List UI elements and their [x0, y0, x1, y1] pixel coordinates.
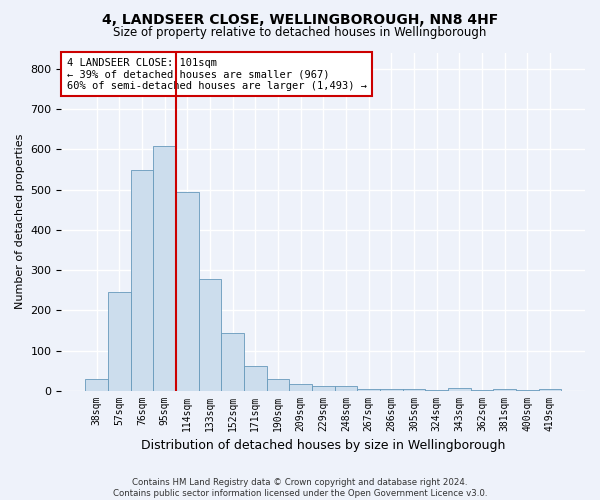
Text: Contains HM Land Registry data © Crown copyright and database right 2024.
Contai: Contains HM Land Registry data © Crown c… [113, 478, 487, 498]
Bar [199, 280, 221, 391]
Bar [289, 384, 312, 391]
Bar [85, 379, 108, 391]
Bar [131, 170, 153, 391]
Bar [266, 379, 289, 391]
Bar [335, 386, 357, 391]
Bar [380, 389, 403, 391]
Bar [312, 386, 335, 391]
Text: Size of property relative to detached houses in Wellingborough: Size of property relative to detached ho… [113, 26, 487, 39]
Text: 4 LANDSEER CLOSE: 101sqm
← 39% of detached houses are smaller (967)
60% of semi-: 4 LANDSEER CLOSE: 101sqm ← 39% of detach… [67, 58, 367, 91]
Bar [108, 292, 131, 391]
Bar [176, 192, 199, 391]
Bar [470, 390, 493, 391]
Bar [448, 388, 470, 391]
Y-axis label: Number of detached properties: Number of detached properties [15, 134, 25, 310]
Bar [493, 389, 516, 391]
Bar [539, 390, 561, 391]
Bar [357, 389, 380, 391]
Bar [425, 390, 448, 391]
Text: 4, LANDSEER CLOSE, WELLINGBOROUGH, NN8 4HF: 4, LANDSEER CLOSE, WELLINGBOROUGH, NN8 4… [102, 12, 498, 26]
Bar [516, 390, 539, 391]
Bar [153, 146, 176, 391]
Bar [403, 389, 425, 391]
X-axis label: Distribution of detached houses by size in Wellingborough: Distribution of detached houses by size … [141, 440, 505, 452]
Bar [244, 366, 266, 391]
Bar [221, 332, 244, 391]
